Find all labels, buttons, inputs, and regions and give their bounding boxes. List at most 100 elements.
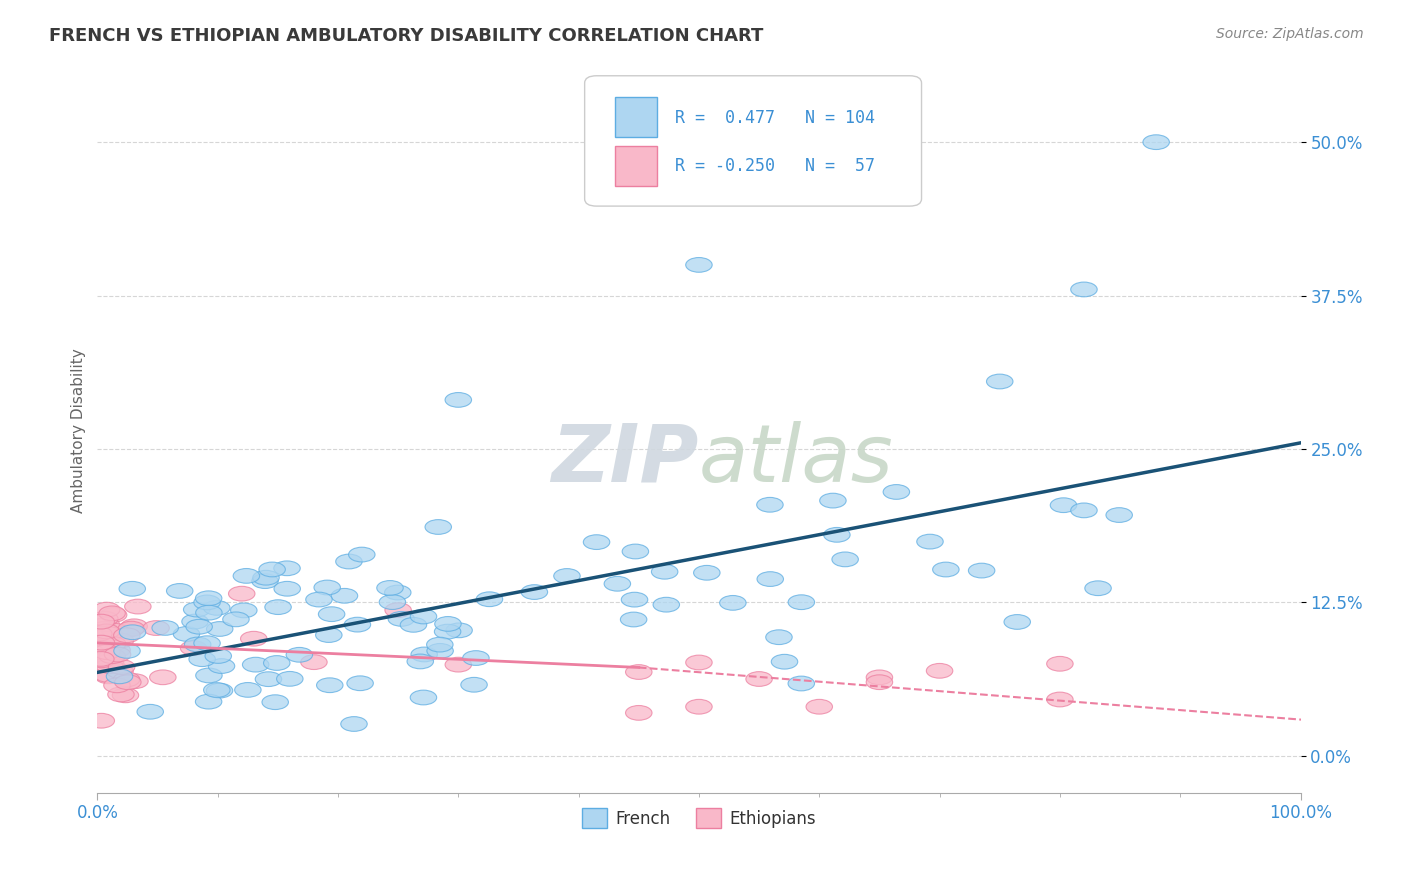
Ellipse shape — [305, 592, 332, 607]
Ellipse shape — [120, 582, 145, 596]
Ellipse shape — [756, 498, 783, 512]
Ellipse shape — [104, 642, 131, 657]
Ellipse shape — [114, 672, 139, 687]
Y-axis label: Ambulatory Disability: Ambulatory Disability — [72, 348, 86, 513]
Ellipse shape — [426, 637, 453, 652]
Ellipse shape — [98, 606, 125, 621]
Ellipse shape — [87, 639, 114, 654]
Text: atlas: atlas — [699, 420, 894, 499]
Ellipse shape — [86, 626, 112, 641]
Ellipse shape — [259, 562, 285, 577]
Ellipse shape — [107, 669, 132, 683]
Ellipse shape — [207, 683, 233, 698]
Ellipse shape — [425, 520, 451, 534]
Ellipse shape — [195, 694, 222, 709]
Ellipse shape — [104, 678, 131, 693]
Ellipse shape — [183, 602, 209, 617]
Ellipse shape — [621, 544, 648, 559]
Ellipse shape — [789, 595, 814, 609]
Ellipse shape — [446, 392, 471, 408]
Ellipse shape — [1004, 615, 1031, 630]
Ellipse shape — [94, 645, 120, 659]
Ellipse shape — [411, 647, 437, 662]
Ellipse shape — [100, 607, 127, 623]
Ellipse shape — [866, 675, 893, 690]
Ellipse shape — [932, 562, 959, 577]
Ellipse shape — [188, 652, 215, 666]
Ellipse shape — [866, 670, 893, 685]
Ellipse shape — [626, 706, 652, 720]
Ellipse shape — [314, 580, 340, 595]
Ellipse shape — [107, 633, 134, 648]
Ellipse shape — [91, 611, 118, 626]
Ellipse shape — [205, 648, 232, 664]
Ellipse shape — [208, 658, 235, 673]
Ellipse shape — [96, 658, 122, 673]
Ellipse shape — [1071, 503, 1097, 517]
Ellipse shape — [89, 645, 115, 660]
Text: R =  0.477   N = 104: R = 0.477 N = 104 — [675, 109, 875, 127]
Ellipse shape — [204, 682, 231, 698]
Ellipse shape — [184, 637, 211, 652]
Ellipse shape — [446, 657, 471, 672]
Ellipse shape — [285, 648, 312, 662]
Ellipse shape — [620, 612, 647, 627]
Ellipse shape — [181, 615, 208, 629]
Ellipse shape — [824, 527, 851, 542]
Ellipse shape — [264, 599, 291, 615]
Ellipse shape — [207, 622, 233, 636]
Text: ZIP: ZIP — [551, 420, 699, 499]
Ellipse shape — [93, 602, 120, 617]
Ellipse shape — [242, 657, 269, 672]
Ellipse shape — [89, 615, 114, 629]
Ellipse shape — [97, 653, 124, 668]
Ellipse shape — [118, 621, 145, 636]
Bar — [614, 97, 657, 137]
Ellipse shape — [315, 628, 342, 642]
Ellipse shape — [385, 603, 412, 617]
Ellipse shape — [401, 617, 426, 632]
Ellipse shape — [120, 625, 146, 640]
Text: Source: ZipAtlas.com: Source: ZipAtlas.com — [1216, 27, 1364, 41]
Ellipse shape — [98, 657, 124, 672]
Ellipse shape — [89, 640, 115, 655]
Bar — [614, 146, 657, 186]
Ellipse shape — [101, 624, 128, 638]
Ellipse shape — [434, 624, 461, 639]
Ellipse shape — [1071, 282, 1097, 297]
Ellipse shape — [222, 612, 249, 627]
Ellipse shape — [233, 568, 260, 583]
Ellipse shape — [94, 667, 121, 682]
Ellipse shape — [522, 584, 547, 599]
Ellipse shape — [152, 621, 179, 635]
FancyBboxPatch shape — [585, 76, 921, 206]
Ellipse shape — [108, 687, 134, 702]
Ellipse shape — [195, 591, 222, 606]
Ellipse shape — [883, 484, 910, 500]
Ellipse shape — [583, 535, 610, 549]
Ellipse shape — [686, 699, 713, 714]
Ellipse shape — [186, 619, 212, 634]
Ellipse shape — [927, 664, 953, 678]
Ellipse shape — [143, 621, 169, 635]
Ellipse shape — [621, 592, 648, 607]
Ellipse shape — [1050, 498, 1077, 513]
Ellipse shape — [94, 650, 121, 665]
Ellipse shape — [318, 607, 344, 622]
Ellipse shape — [477, 592, 503, 607]
Ellipse shape — [461, 677, 488, 692]
Ellipse shape — [89, 714, 114, 728]
Ellipse shape — [229, 586, 254, 601]
Ellipse shape — [121, 619, 148, 633]
Ellipse shape — [96, 669, 121, 683]
Ellipse shape — [434, 616, 461, 632]
Ellipse shape — [1107, 508, 1132, 523]
Ellipse shape — [173, 626, 200, 641]
Ellipse shape — [626, 665, 652, 680]
Ellipse shape — [766, 630, 792, 645]
Ellipse shape — [388, 612, 415, 626]
Ellipse shape — [411, 690, 437, 705]
Ellipse shape — [87, 651, 114, 666]
Ellipse shape — [114, 643, 141, 658]
Ellipse shape — [89, 653, 115, 667]
